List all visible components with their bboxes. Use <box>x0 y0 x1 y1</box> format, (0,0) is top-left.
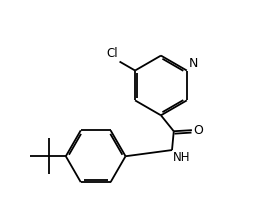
Text: O: O <box>194 124 204 137</box>
Text: N: N <box>189 57 198 70</box>
Text: Cl: Cl <box>107 47 118 60</box>
Text: NH: NH <box>173 151 191 164</box>
